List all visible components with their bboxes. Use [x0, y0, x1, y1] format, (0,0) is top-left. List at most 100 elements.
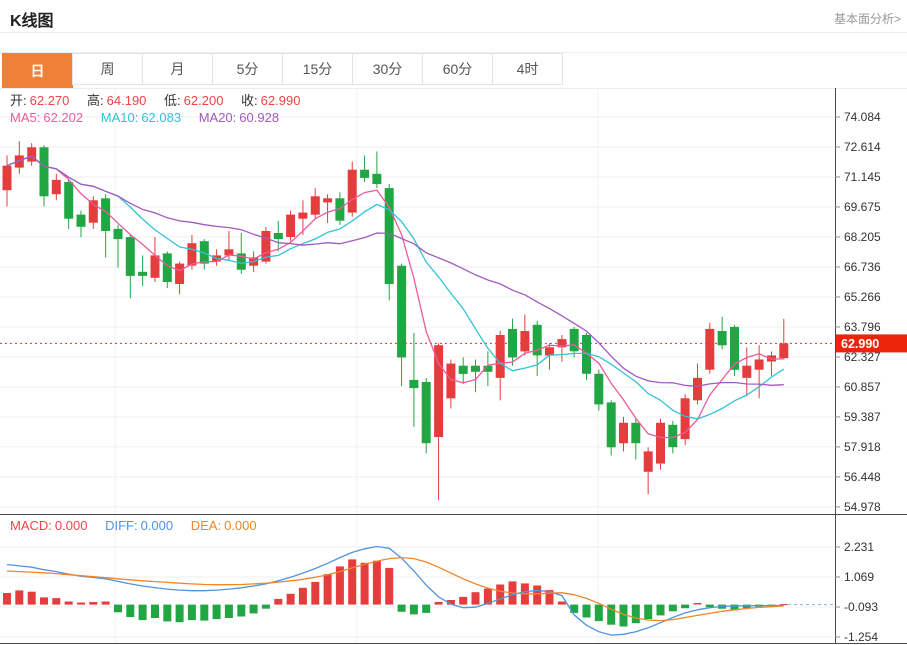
period-tab-4时[interactable]: 4时	[492, 53, 563, 85]
macd-bar	[151, 604, 159, 618]
price-tick-label: 66.736	[844, 260, 881, 274]
macd-bar	[138, 604, 147, 621]
macd-bar	[212, 604, 221, 620]
period-tab-周[interactable]: 周	[72, 53, 143, 85]
macd-bar	[409, 604, 418, 615]
candle-body	[335, 198, 345, 221]
price-tick-label: 54.978	[844, 500, 881, 514]
macd-bar	[261, 604, 270, 609]
macd-bar	[557, 601, 566, 605]
macd-bar	[483, 588, 492, 605]
candle-body	[224, 249, 234, 256]
diff-line	[6, 545, 784, 636]
ma10-line	[6, 155, 785, 420]
macd-bar	[40, 597, 48, 605]
candle-body	[717, 331, 727, 346]
macd-bar	[607, 604, 616, 625]
price-tick-label: 74.084	[844, 110, 881, 124]
candle-body	[298, 212, 308, 219]
macd-bar	[459, 596, 468, 605]
macd-bar	[446, 600, 455, 605]
ma5-value: 62.202	[43, 110, 84, 125]
macd-bar	[335, 566, 344, 605]
candle-body	[594, 373, 604, 405]
candle-body	[495, 335, 505, 378]
page-title: K线图	[10, 13, 54, 30]
candle-body	[434, 345, 444, 437]
candle-body	[101, 198, 111, 231]
macd-bar	[114, 604, 122, 613]
candle-body	[483, 365, 493, 372]
macd-bar	[15, 590, 24, 605]
price-tick-label: 60.857	[844, 380, 881, 394]
macd-bar	[397, 604, 406, 612]
macd-bar	[693, 603, 702, 605]
low-value: 62.200	[183, 93, 224, 108]
macd-bar	[126, 604, 135, 617]
candle-body	[446, 363, 456, 399]
candle-body	[680, 398, 690, 440]
ma-legend-row: MA5: 62.202 MA10: 62.083 MA20: 60.928	[10, 110, 293, 125]
candle-body	[742, 365, 752, 378]
macd-bar	[422, 604, 431, 613]
macd-value: 0.000	[54, 518, 88, 533]
macd-bar	[619, 604, 628, 627]
candle-body	[508, 328, 517, 358]
period-tab-5分[interactable]: 5分	[212, 53, 283, 85]
macd-bar	[385, 567, 394, 605]
candle-body	[471, 365, 480, 372]
candle-body	[162, 253, 172, 282]
macd-bar	[298, 587, 307, 605]
candle-body	[421, 382, 431, 444]
dea-label: DEA:	[190, 518, 222, 533]
macd-tick-label: 2.231	[844, 540, 874, 554]
macd-bar	[52, 598, 61, 605]
price-axis-labels: 74.084 72.614 71.145 69.675 68.205 66.736 65.2…	[835, 110, 881, 514]
macd-bar	[311, 581, 320, 605]
macd-tick-label: 1.069	[844, 570, 874, 584]
last-price-badge-value: 62.990	[841, 337, 879, 351]
macd-bar	[77, 602, 85, 605]
candle-body	[730, 326, 739, 370]
candle-body	[310, 196, 320, 215]
price-tick-label: 62.327	[844, 350, 881, 364]
candle-body	[545, 347, 554, 356]
candle-body	[360, 169, 370, 178]
candle-body	[372, 173, 382, 184]
macd-bar	[496, 584, 505, 605]
period-tab-30分[interactable]: 30分	[352, 53, 423, 85]
macd-bar	[360, 562, 369, 605]
macd-bar	[237, 604, 246, 617]
macd-bar	[668, 604, 677, 612]
fundamental-analysis-link[interactable]: 基本面分析>	[833, 12, 901, 26]
macd-bar	[200, 604, 209, 621]
macd-bar	[175, 604, 184, 623]
period-tab-日[interactable]: 日	[2, 53, 73, 89]
grid-layer	[0, 88, 907, 643]
candle-body	[27, 147, 37, 162]
ma20-label: MA20:	[198, 110, 237, 125]
macd-tick-label: -1.254	[844, 630, 878, 644]
price-tick-label: 69.675	[844, 200, 881, 214]
candle-body	[2, 165, 12, 191]
period-tab-60分[interactable]: 60分	[422, 53, 493, 85]
ohlc-row: 开: 62.270 高: 64.190 低: 62.200 收: 62.990	[10, 93, 314, 108]
high-value: 64.190	[106, 93, 147, 108]
macd-bar	[656, 604, 665, 616]
ma5-label: MA5:	[10, 110, 41, 125]
macd-bar	[730, 604, 739, 611]
axis-frame	[0, 88, 907, 644]
candle-body	[619, 422, 628, 444]
price-tick-label: 71.145	[844, 170, 881, 184]
candle-body	[458, 365, 468, 374]
candle-body	[150, 255, 160, 278]
macd-bar	[249, 604, 258, 614]
candle-body	[754, 359, 764, 370]
macd-bar	[372, 560, 381, 605]
candle-body	[88, 200, 98, 223]
macd-bar	[705, 604, 714, 608]
candle-body	[138, 271, 148, 276]
candle-body	[668, 424, 678, 448]
macd-bar	[471, 592, 480, 605]
